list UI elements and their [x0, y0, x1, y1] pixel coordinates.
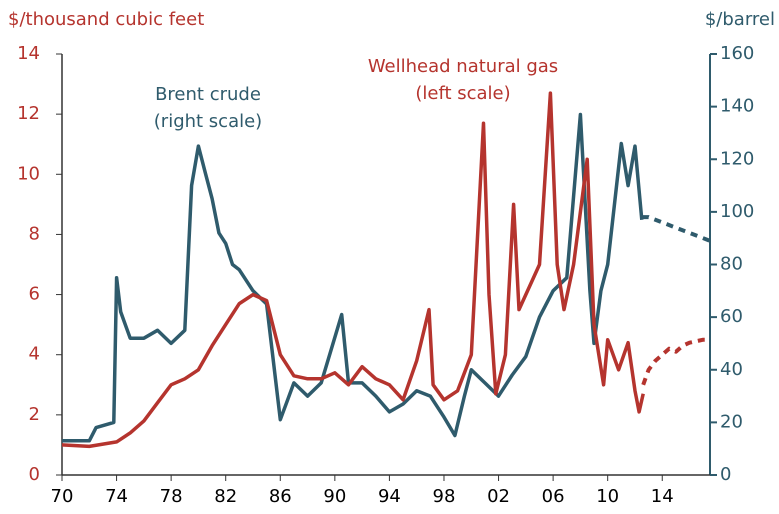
x-tick-label: 06 — [542, 486, 565, 507]
y2-tick-label: 80 — [720, 254, 743, 275]
annotation: Wellhead natural gas — [368, 56, 558, 77]
x-tick-label: 78 — [160, 486, 183, 507]
y-tick-label: 6 — [29, 284, 40, 305]
x-tick-label: 98 — [433, 486, 456, 507]
x-tick-label: 94 — [378, 486, 401, 507]
y-tick-label: 4 — [29, 344, 40, 365]
x-tick-label: 02 — [487, 486, 510, 507]
y-tick-label: 14 — [17, 43, 40, 64]
y2-tick-label: 120 — [720, 148, 754, 169]
y-axis-title: $/thousand cubic feet — [8, 9, 204, 30]
x-tick-label: 70 — [51, 486, 74, 507]
y-tick-label: 2 — [29, 404, 40, 425]
series-line — [641, 215, 711, 243]
y-tick-label: 8 — [29, 223, 40, 244]
y-tick-label: 10 — [17, 163, 40, 184]
annotation: (left scale) — [415, 83, 510, 104]
series-line — [641, 337, 710, 386]
annotation: Brent crude — [155, 84, 261, 105]
x-tick-label: 10 — [596, 486, 619, 507]
y2-tick-label: 0 — [720, 464, 731, 485]
series-line — [62, 112, 644, 443]
annotation: (right scale) — [154, 111, 262, 132]
x-tick-label: 90 — [323, 486, 346, 507]
y2-tick-label: 60 — [720, 306, 743, 327]
x-tick-label: 82 — [214, 486, 237, 507]
y2-tick-label: 40 — [720, 359, 743, 380]
x-tick-label: 86 — [269, 486, 292, 507]
y2-tick-label: 20 — [720, 411, 743, 432]
y2-tick-label: 100 — [720, 201, 754, 222]
y-tick-label: 0 — [29, 464, 40, 485]
series-line — [61, 91, 645, 449]
x-tick-label: 74 — [105, 486, 128, 507]
x-tick-label: 14 — [651, 486, 674, 507]
y2-tick-label: 160 — [720, 43, 754, 64]
y2-tick-label: 140 — [720, 96, 754, 117]
y-tick-label: 12 — [17, 103, 40, 124]
y2-axis-title: $/barrel — [705, 9, 775, 30]
